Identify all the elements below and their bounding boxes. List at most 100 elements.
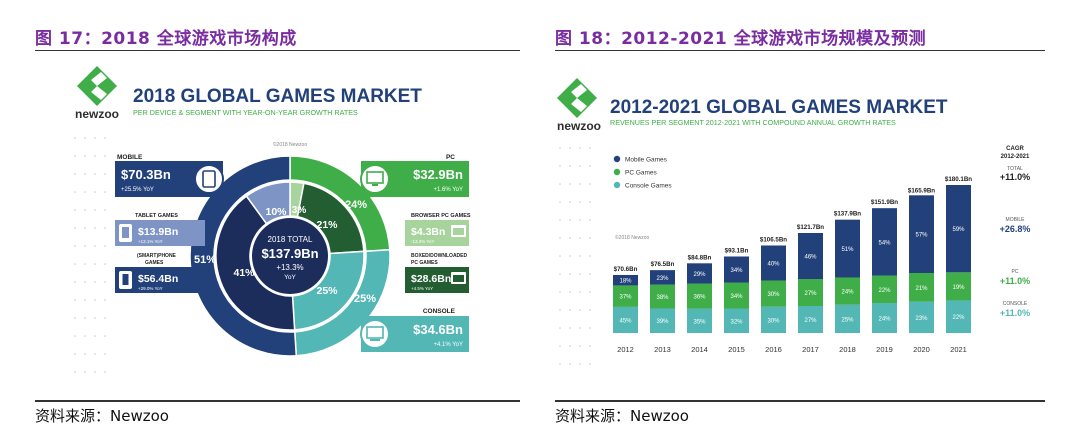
bar-share-label: 35% bbox=[693, 319, 706, 325]
bar-segment-mobile-games-2015 bbox=[724, 256, 749, 283]
center-total-yoy: YoY bbox=[284, 274, 296, 281]
figure-17-title: 图 17：2018 全球游戏市场构成 bbox=[35, 29, 297, 49]
card-pc-value: $32.9Bn bbox=[413, 167, 463, 182]
bar-total-label: $84.8Bn bbox=[688, 254, 712, 261]
bar-share-label: 38% bbox=[656, 295, 669, 301]
card-browser-value: $4.3Bn bbox=[411, 226, 445, 238]
bar-share-label: 36% bbox=[693, 295, 706, 301]
bar-segment-console-games-2018 bbox=[835, 304, 860, 333]
bar-share-label: 57% bbox=[915, 233, 928, 239]
tablet-device-icon bbox=[194, 164, 224, 194]
figure-17-panel: 图 17：2018 全球游戏市场构成 newzoo 2018 GLOBAL GA… bbox=[35, 0, 520, 441]
card-boxed-label2: PC GAMES bbox=[411, 260, 438, 266]
inner-slice-console bbox=[291, 250, 365, 331]
bar-share-label: 23% bbox=[656, 276, 669, 282]
card-browser: BROWSER PC GAMES $4.3Bn -13.3% YoY bbox=[405, 213, 471, 246]
card-mobile-label: MOBILE bbox=[117, 154, 143, 161]
inner-smartphone-pct: 41% bbox=[233, 267, 255, 279]
x-tick-label: 2021 bbox=[950, 345, 967, 354]
stacked-bar-infographic: newzoo 2012-2021 GLOBAL GAMES MARKET REV… bbox=[557, 78, 1031, 365]
card-console-growth: +4.1% YoY bbox=[433, 342, 463, 348]
card-boxed-label1: BOXED/DOWNLOADED bbox=[411, 253, 468, 259]
bar-segment-pc-games-2014 bbox=[687, 283, 712, 309]
card-mobile: MOBILE $70.3Bn +25.5% YoY bbox=[115, 154, 224, 197]
bar-share-label: 59% bbox=[952, 227, 965, 233]
bar-segment-pc-games-2017 bbox=[798, 278, 823, 306]
cagr-total-value: +11.0% bbox=[1000, 172, 1030, 182]
bar-segment-mobile-games-2020 bbox=[909, 195, 934, 274]
bar-share-label: 34% bbox=[730, 294, 743, 300]
outer-slice-mobile bbox=[189, 155, 298, 357]
bar-total-label: $180.1Bn bbox=[945, 176, 972, 183]
copyright-note: ©2018 Newzoo bbox=[615, 234, 649, 241]
bar-segment-console-games-2016 bbox=[761, 306, 786, 333]
infographic-subtitle: REVENUES PER SEGMENT 2012-2021 WITH COMP… bbox=[610, 118, 896, 127]
bar-segment-mobile-games-2018 bbox=[835, 219, 860, 278]
card-boxed: BOXED/DOWNLOADED PC GAMES $28.6Bn +4.5% … bbox=[405, 253, 469, 293]
x-tick-label: 2019 bbox=[876, 345, 893, 354]
cagr-pc-label: PC bbox=[1012, 269, 1019, 275]
bar-share-label: 51% bbox=[841, 247, 854, 253]
bar-share-label: 46% bbox=[804, 254, 817, 260]
card-console: CONSOLE $34.6Bn +4.1% YoY bbox=[360, 308, 469, 352]
tv-console-icon bbox=[360, 319, 390, 349]
bar-segment-console-games-2012 bbox=[613, 306, 638, 333]
x-tick-label: 2012 bbox=[617, 345, 634, 354]
card-smartphone-label2: GAMES bbox=[145, 260, 164, 266]
bar-segment-mobile-games-2021 bbox=[946, 185, 971, 273]
figure-18-title: 图 18：2012-2021 全球游戏市场规模及预测 bbox=[555, 29, 927, 49]
newzoo-logo: newzoo bbox=[75, 66, 119, 121]
bar-share-label: 45% bbox=[619, 318, 632, 324]
inner-tablet-pct: 10% bbox=[265, 206, 287, 218]
inner-browser-pct: 3% bbox=[292, 205, 307, 216]
card-tablet-label: TABLET GAMES bbox=[135, 213, 178, 219]
x-tick-label: 2018 bbox=[839, 345, 856, 354]
bar-share-label: 24% bbox=[878, 317, 891, 323]
bar-total-label: $76.5Bn bbox=[651, 261, 675, 268]
x-tick-label: 2017 bbox=[802, 345, 819, 354]
bar-share-label: 25% bbox=[841, 317, 854, 323]
bar-segment-mobile-games-2017 bbox=[798, 232, 823, 279]
bar-share-label: 40% bbox=[767, 261, 780, 267]
infographic-subtitle: PER DEVICE & SEGMENT WITH YEAR-ON-YEAR G… bbox=[133, 108, 358, 117]
bar-segment-pc-games-2021 bbox=[946, 272, 971, 301]
bar-segment-mobile-games-2012 bbox=[613, 274, 638, 286]
center-total-growth: +13.3% bbox=[276, 263, 303, 272]
card-pc-label: PC bbox=[446, 154, 455, 161]
bar-share-label: 54% bbox=[878, 240, 891, 246]
donut-infographic: newzoo 2018 GLOBAL GAMES MARKET PER DEVI… bbox=[74, 66, 471, 373]
bar-series: 45% 37% 18% $70.6Bn 2012 39% 38% 23% $76.5Bn 2013… bbox=[613, 176, 972, 354]
legend-pc: PC Games bbox=[625, 170, 658, 177]
copyright-note: ©2018 Newzoo bbox=[273, 141, 307, 148]
bar-share-label: 19% bbox=[952, 285, 965, 291]
bar-segment-mobile-games-2016 bbox=[761, 245, 786, 281]
bar-total-label: $151.9Bn bbox=[871, 199, 898, 206]
legend-console: Console Games bbox=[625, 183, 672, 190]
card-boxed-value: $28.6Bn bbox=[411, 273, 451, 285]
dot-grid bbox=[74, 137, 106, 373]
bar-segment-pc-games-2020 bbox=[909, 273, 934, 302]
card-tablet: TABLET GAMES $13.9Bn +13.1% YoY bbox=[115, 213, 205, 246]
bar-segment-pc-games-2018 bbox=[835, 277, 860, 305]
infographic-title: 2018 GLOBAL GAMES MARKET bbox=[133, 86, 422, 107]
legend-mobile: Mobile Games bbox=[625, 157, 668, 164]
card-pc-growth: +1.6% YoY bbox=[433, 187, 463, 193]
bar-total-label: $137.9Bn bbox=[834, 211, 861, 218]
card-smartphone-growth: +29.0% YoY bbox=[138, 286, 163, 291]
card-console-value: $34.6Bn bbox=[413, 322, 463, 337]
bar-segment-mobile-games-2013 bbox=[650, 270, 675, 285]
bar-share-label: 24% bbox=[841, 290, 854, 296]
bar-segment-console-games-2021 bbox=[946, 300, 971, 333]
dot-grid bbox=[559, 147, 591, 365]
bar-total-label: $165.9Bn bbox=[908, 188, 935, 195]
card-smartphone-value: $56.4Bn bbox=[138, 273, 178, 285]
x-tick-label: 2016 bbox=[765, 345, 782, 354]
title-rule bbox=[35, 50, 520, 51]
bar-share-label: 37% bbox=[619, 295, 632, 301]
source-note: 资料来源：Newzoo bbox=[35, 407, 169, 425]
bar-share-label: 30% bbox=[767, 318, 780, 324]
bar-segment-console-games-2017 bbox=[798, 305, 823, 333]
outer-pc-pct: 24% bbox=[345, 199, 367, 211]
cagr-mobile-value: +26.8% bbox=[1000, 224, 1031, 234]
bar-share-label: 27% bbox=[804, 291, 817, 297]
